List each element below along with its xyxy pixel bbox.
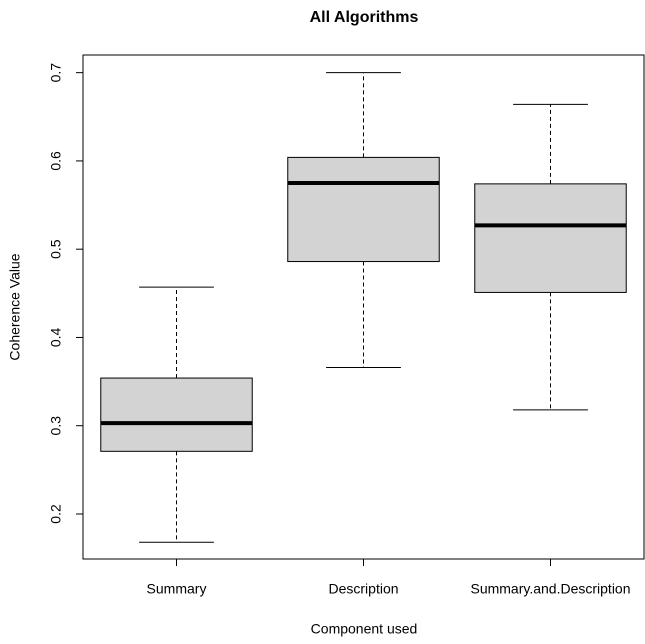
x-tick-label: Summary (147, 581, 207, 597)
box (100, 377, 253, 452)
y-tick-label: 0.2 (48, 504, 64, 524)
y-axis-label: Coherence Value (7, 253, 23, 360)
y-tick-label: 0.5 (48, 239, 64, 259)
x-tick-label: Description (328, 581, 398, 597)
y-tick-label: 0.6 (48, 151, 64, 171)
box (287, 156, 440, 263)
x-tick-label: Summary.and.Description (470, 581, 630, 597)
box (474, 183, 627, 293)
y-tick-label: 0.7 (48, 63, 64, 83)
y-tick-label: 0.3 (48, 416, 64, 436)
chart-title: All Algorithms (310, 9, 419, 26)
x-axis-label: Component used (311, 621, 418, 637)
y-tick-label: 0.4 (48, 328, 64, 348)
